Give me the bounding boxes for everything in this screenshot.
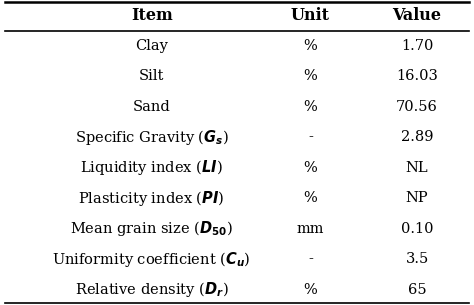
Text: %: % bbox=[303, 100, 318, 114]
Text: Item: Item bbox=[131, 7, 173, 24]
Text: %: % bbox=[303, 283, 318, 297]
Text: Plasticity index ($\boldsymbol{PI}$): Plasticity index ($\boldsymbol{PI}$) bbox=[79, 189, 225, 208]
Text: Uniformity coefficient ($\boldsymbol{C}_{\boldsymbol{u}}$): Uniformity coefficient ($\boldsymbol{C}_… bbox=[53, 250, 251, 269]
Text: 2.89: 2.89 bbox=[401, 130, 433, 144]
Text: Value: Value bbox=[392, 7, 442, 24]
Text: Silt: Silt bbox=[139, 69, 164, 83]
Text: %: % bbox=[303, 161, 318, 175]
Text: 3.5: 3.5 bbox=[405, 252, 429, 266]
Text: mm: mm bbox=[297, 222, 324, 236]
Text: 1.70: 1.70 bbox=[401, 39, 433, 53]
Text: 65: 65 bbox=[408, 283, 427, 297]
Text: Mean grain size ($\boldsymbol{D}_{\mathbf{50}}$): Mean grain size ($\boldsymbol{D}_{\mathb… bbox=[70, 219, 233, 238]
Text: NP: NP bbox=[406, 191, 428, 205]
Text: Unit: Unit bbox=[291, 7, 330, 24]
Text: NL: NL bbox=[406, 161, 428, 175]
Text: -: - bbox=[308, 130, 313, 144]
Text: 16.03: 16.03 bbox=[396, 69, 438, 83]
Text: Relative density ($\boldsymbol{D}_{\boldsymbol{r}}$): Relative density ($\boldsymbol{D}_{\bold… bbox=[75, 280, 228, 299]
Text: Sand: Sand bbox=[133, 100, 171, 114]
Text: 70.56: 70.56 bbox=[396, 100, 438, 114]
Text: %: % bbox=[303, 39, 318, 53]
Text: Clay: Clay bbox=[135, 39, 168, 53]
Text: -: - bbox=[308, 252, 313, 266]
Text: %: % bbox=[303, 191, 318, 205]
Text: 0.10: 0.10 bbox=[401, 222, 433, 236]
Text: %: % bbox=[303, 69, 318, 83]
Text: Liquidity index ($\boldsymbol{LI}$): Liquidity index ($\boldsymbol{LI}$) bbox=[80, 158, 223, 177]
Text: Specific Gravity ($\boldsymbol{G}_{\boldsymbol{s}}$): Specific Gravity ($\boldsymbol{G}_{\bold… bbox=[75, 128, 228, 147]
